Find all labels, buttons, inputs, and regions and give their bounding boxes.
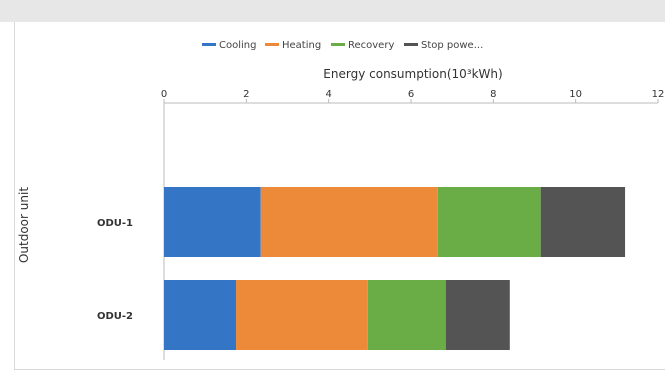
x-axis: 0 2 4 6 8 10 12 (161, 89, 665, 104)
bar-segment[interactable] (540, 187, 626, 257)
x-tick-label: 12 (652, 89, 665, 100)
y-axis: ODU-1 ODU-2 (97, 103, 165, 360)
bar-segment[interactable] (445, 280, 510, 350)
x-tick-label: 10 (569, 89, 582, 100)
x-tick-label: 2 (243, 89, 249, 100)
legend-swatch (265, 43, 279, 46)
legend-label[interactable]: Stop powe... (421, 40, 483, 51)
legend: Cooling Heating Recovery Stop powe... (202, 40, 483, 51)
bar-segment[interactable] (260, 187, 438, 257)
x-tick-label: 0 (161, 89, 167, 100)
x-tick-label: 8 (490, 89, 496, 100)
bar-segment[interactable] (367, 280, 446, 350)
bars (164, 187, 626, 350)
x-axis-title: Energy consumption(10³kWh) (323, 67, 502, 81)
bar-segment[interactable] (437, 187, 541, 257)
bar-segment[interactable] (236, 280, 368, 350)
legend-label[interactable]: Heating (282, 40, 321, 51)
bar-segment[interactable] (164, 280, 237, 350)
legend-label[interactable]: Recovery (348, 40, 394, 51)
legend-swatch (331, 43, 345, 46)
y-axis-title: Outdoor unit (17, 187, 31, 263)
legend-swatch (202, 43, 216, 46)
category-label: ODU-2 (97, 311, 133, 322)
category-label: ODU-1 (97, 218, 133, 229)
legend-label[interactable]: Cooling (219, 40, 256, 51)
top-strip (0, 0, 665, 22)
x-tick-label: 4 (325, 89, 331, 100)
legend-swatch (404, 43, 418, 46)
x-tick-label: 6 (408, 89, 414, 100)
bar-segment[interactable] (164, 187, 261, 257)
